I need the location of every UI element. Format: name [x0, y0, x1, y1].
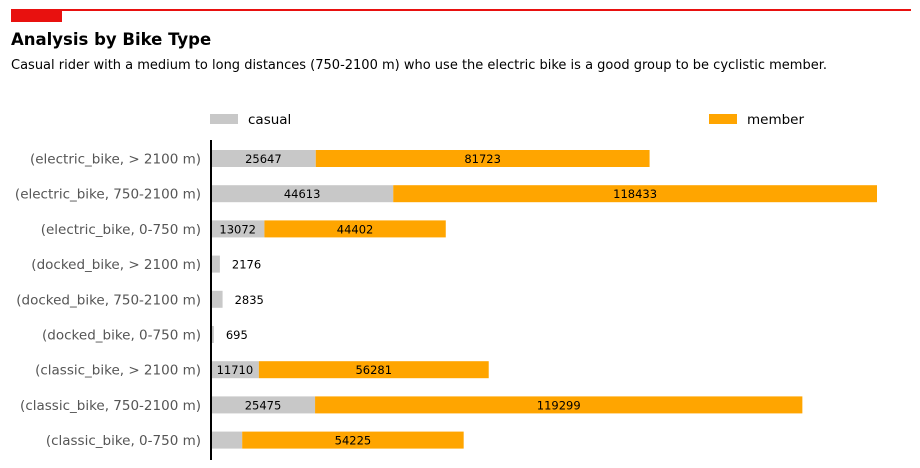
data-label-member: 44402 [337, 222, 374, 236]
category-label: (classic_bike, 750-2100 m) [20, 398, 201, 414]
data-label-member: 81723 [464, 152, 501, 166]
category-label: (electric_bike, 750-2100 m) [15, 187, 201, 203]
category-label: (classic_bike, > 2100 m) [35, 363, 201, 379]
data-label-casual: 2835 [235, 293, 264, 307]
data-label-member: 119299 [537, 398, 581, 412]
data-label-casual: 44613 [284, 187, 321, 201]
bar-member [393, 185, 877, 203]
bar-member [242, 431, 464, 449]
category-label: (docked_bike, 0-750 m) [42, 328, 201, 344]
category-label: (electric_bike, 0-750 m) [41, 222, 201, 238]
bar-member [315, 396, 803, 414]
legend-label-member: member [747, 112, 804, 128]
bar-member [258, 361, 489, 379]
accent-rule [11, 9, 911, 11]
bar-member [264, 220, 446, 238]
accent-tab [11, 10, 62, 22]
data-label-casual: 25647 [245, 152, 282, 166]
chart-title: Analysis by Bike Type [11, 30, 212, 49]
data-label-member: 56281 [355, 363, 392, 377]
legend-swatch-member [709, 114, 737, 124]
legend-swatch-casual [210, 114, 238, 124]
data-label-member: 54225 [335, 434, 372, 448]
data-label-casual: 2176 [232, 258, 261, 272]
bar-casual [211, 326, 214, 343]
bar-casual [211, 361, 259, 379]
category-label: (electric_bike, > 2100 m) [30, 152, 201, 168]
stacked-bar-chart: casual member (electric_bike, > 2100 m) 256… [15, 112, 877, 460]
bar-casual [211, 396, 316, 414]
chart-subtitle: Casual rider with a medium to long dista… [11, 58, 828, 73]
bar-member [315, 150, 650, 167]
category-label: (classic_bike, 0-750 m) [46, 433, 201, 449]
bar-casual [211, 431, 243, 449]
data-label-casual: 11710 [217, 363, 254, 377]
bar-casual [211, 185, 394, 203]
data-label-casual: 25475 [245, 398, 282, 412]
data-label-casual: 695 [226, 328, 248, 342]
bar-casual [211, 150, 316, 167]
category-label: (docked_bike, 750-2100 m) [16, 292, 201, 308]
category-label: (docked_bike, > 2100 m) [31, 257, 201, 273]
bar-casual [211, 220, 265, 238]
bar-casual [211, 255, 220, 273]
legend-label-casual: casual [248, 112, 291, 128]
data-label-member: 118433 [613, 187, 657, 201]
bar-casual [211, 290, 223, 308]
data-label-casual: 13072 [219, 222, 256, 236]
